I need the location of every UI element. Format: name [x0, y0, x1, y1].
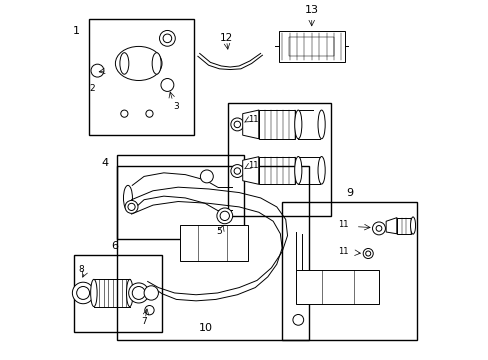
Bar: [396, 218, 410, 234]
Ellipse shape: [317, 157, 325, 184]
Circle shape: [372, 222, 385, 235]
Circle shape: [91, 64, 104, 77]
Text: 3: 3: [173, 102, 179, 111]
Ellipse shape: [90, 279, 97, 307]
Bar: [228, 103, 330, 216]
Ellipse shape: [410, 217, 415, 234]
Text: 7: 7: [141, 317, 147, 326]
Circle shape: [132, 287, 145, 300]
Circle shape: [72, 282, 94, 304]
Circle shape: [144, 306, 154, 315]
Ellipse shape: [294, 157, 301, 184]
Circle shape: [144, 286, 158, 300]
Polygon shape: [242, 157, 258, 184]
Text: 9: 9: [345, 188, 352, 198]
Circle shape: [128, 283, 148, 303]
Circle shape: [365, 251, 370, 256]
Circle shape: [234, 168, 240, 174]
Text: 4: 4: [101, 158, 108, 168]
Polygon shape: [386, 218, 396, 234]
Ellipse shape: [317, 110, 325, 139]
Text: 11: 11: [337, 247, 347, 256]
Bar: [88, 19, 194, 135]
Polygon shape: [242, 110, 258, 139]
Circle shape: [230, 118, 244, 131]
Circle shape: [363, 248, 372, 258]
Bar: [74, 255, 162, 332]
Circle shape: [77, 287, 89, 300]
Circle shape: [128, 203, 135, 211]
Text: 11: 11: [247, 114, 258, 123]
Ellipse shape: [120, 53, 128, 74]
Circle shape: [121, 110, 128, 117]
Text: 11: 11: [337, 220, 347, 229]
Ellipse shape: [152, 53, 161, 74]
Text: 11: 11: [247, 161, 258, 170]
Circle shape: [145, 110, 153, 117]
Circle shape: [292, 315, 303, 325]
Text: 12: 12: [220, 33, 233, 43]
Ellipse shape: [294, 110, 301, 139]
Text: 10: 10: [199, 323, 212, 333]
Ellipse shape: [123, 185, 132, 211]
Bar: [278, 31, 344, 62]
Ellipse shape: [126, 279, 133, 307]
Bar: [258, 110, 294, 139]
Bar: [258, 157, 294, 184]
Text: 6: 6: [111, 241, 118, 251]
Bar: [296, 270, 378, 304]
Text: 8: 8: [78, 265, 84, 274]
Text: 13: 13: [304, 5, 318, 15]
Ellipse shape: [115, 46, 162, 81]
Text: 5: 5: [216, 228, 222, 237]
Bar: [289, 37, 333, 56]
Circle shape: [217, 208, 232, 224]
Bar: [282, 202, 416, 339]
Circle shape: [220, 211, 229, 221]
Circle shape: [159, 31, 175, 46]
Text: 2: 2: [89, 84, 95, 93]
Circle shape: [234, 121, 240, 128]
Bar: [180, 225, 247, 261]
Circle shape: [200, 170, 213, 183]
Text: 1: 1: [72, 26, 79, 36]
Circle shape: [375, 226, 381, 231]
Circle shape: [230, 165, 244, 177]
Circle shape: [163, 34, 171, 42]
Circle shape: [161, 78, 174, 91]
Bar: [117, 155, 244, 239]
Bar: [117, 166, 308, 339]
Circle shape: [125, 201, 138, 213]
